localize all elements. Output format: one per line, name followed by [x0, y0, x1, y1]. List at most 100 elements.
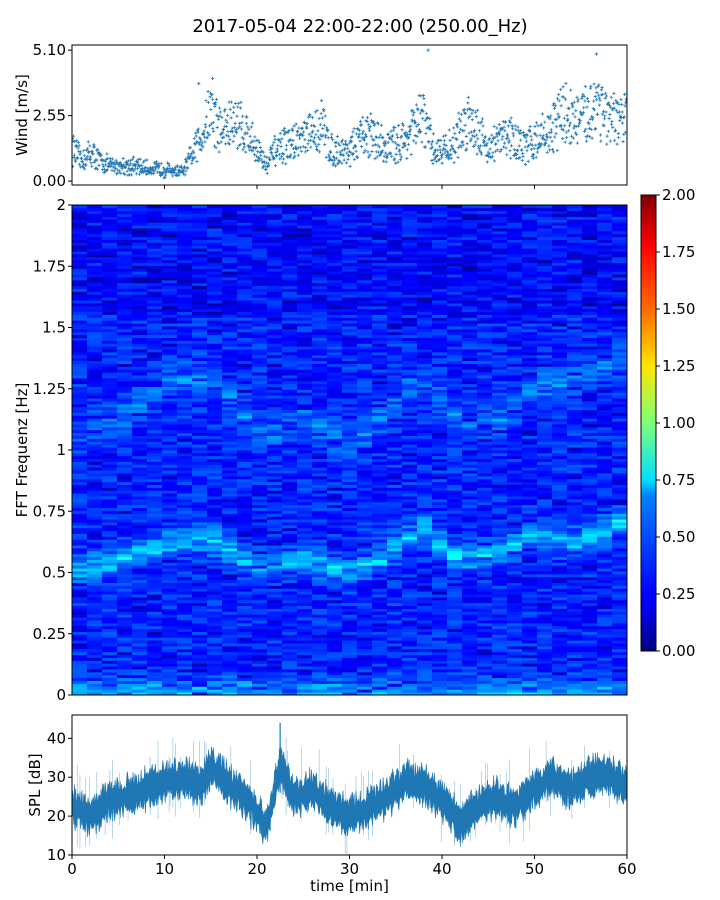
- spectrogram-cell: [132, 487, 148, 491]
- spectrogram-cell: [297, 594, 313, 598]
- wind-marker: [257, 156, 261, 160]
- spectrogram-cell: [117, 213, 133, 217]
- spectrogram-cell: [327, 392, 343, 396]
- spectrogram-cell: [117, 689, 133, 693]
- spectrogram-cell: [207, 450, 223, 454]
- spectrogram-cell: [372, 545, 388, 549]
- spectrogram-cell: [147, 282, 163, 287]
- wind-marker: [496, 139, 500, 143]
- spectrogram-cell: [252, 504, 268, 509]
- spectrogram-cell: [72, 605, 88, 609]
- spectrogram-cell: [102, 597, 118, 601]
- spectrogram-cell: [237, 490, 253, 494]
- spectrogram-cell: [342, 450, 358, 454]
- wind-marker: [196, 130, 200, 134]
- spectrogram-cell: [87, 320, 103, 324]
- spectrogram-cell: [192, 288, 208, 292]
- spectrogram-cell: [102, 300, 118, 304]
- spectrogram-cell: [237, 594, 253, 598]
- spectrogram-cell: [237, 461, 253, 465]
- wind-marker: [95, 158, 99, 162]
- spectrogram-cell: [102, 429, 118, 434]
- spectrogram-cell: [327, 576, 343, 581]
- wind-marker: [528, 142, 533, 146]
- spectrogram-cell: [342, 533, 358, 537]
- spectrogram-cell: [207, 539, 223, 543]
- spectrogram-cell: [102, 418, 118, 422]
- spectrogram-cell: [252, 455, 268, 460]
- wind-marker: [603, 114, 607, 118]
- spectrogram-cell: [162, 542, 178, 546]
- spectrogram-cell: [132, 464, 148, 468]
- spectrogram-cell: [327, 412, 343, 416]
- spectrogram-cell: [117, 282, 133, 287]
- spectrogram-cell: [87, 608, 103, 612]
- spectrogram-cell: [222, 389, 238, 393]
- spectrogram-cell: [327, 591, 343, 595]
- spectrogram-cell: [297, 242, 313, 246]
- spectrogram-cell: [282, 225, 298, 229]
- spectrogram-cell: [177, 317, 193, 321]
- wind-marker: [530, 143, 535, 147]
- wind-marker: [503, 129, 507, 133]
- spectrogram-cell: [207, 651, 223, 656]
- spectrogram-cell: [132, 305, 148, 310]
- wind-marker: [609, 105, 613, 109]
- spectrogram-cell: [372, 481, 388, 485]
- wind-marker: [137, 172, 142, 176]
- wind-marker: [350, 140, 354, 144]
- spectrogram-cell: [357, 447, 373, 451]
- spectrogram-cell: [357, 527, 373, 532]
- spectrogram-cell: [282, 441, 298, 445]
- spectrogram-cell: [312, 617, 328, 621]
- spectrogram-cell: [132, 245, 148, 249]
- spectrogram-cell: [117, 576, 133, 581]
- wind-marker: [372, 138, 376, 142]
- spectrogram-cell: [342, 478, 358, 483]
- wind-marker: [498, 150, 502, 154]
- spectrogram-cell: [297, 216, 313, 220]
- spectrogram-cell: [207, 478, 223, 483]
- spectrogram-cell: [162, 493, 178, 497]
- wind-marker: [465, 142, 469, 146]
- wind-marker: [388, 135, 392, 140]
- wind-marker: [551, 121, 555, 125]
- wind-marker: [362, 138, 366, 142]
- spectrogram-cell: [342, 401, 358, 405]
- spectrogram-cell: [342, 674, 358, 679]
- spectrogram-cell: [327, 536, 343, 540]
- spectrogram-cell: [87, 622, 103, 627]
- spectrogram-cell: [147, 230, 163, 235]
- spectrogram-cell: [102, 239, 118, 243]
- wind-marker: [383, 151, 388, 155]
- wind-marker: [582, 94, 586, 98]
- spectrogram-cell: [192, 354, 208, 359]
- spectrogram-cell: [267, 363, 283, 367]
- spectrogram-cell: [342, 303, 358, 307]
- spectrogram-cell: [222, 608, 238, 612]
- wind-marker: [386, 140, 390, 144]
- spectrogram-cell: [132, 268, 148, 272]
- spectrogram-cell: [132, 254, 148, 258]
- wind-marker: [587, 126, 591, 130]
- spectrogram-cell: [162, 576, 178, 581]
- wind-marker: [459, 112, 464, 117]
- spectrogram-cell: [177, 222, 193, 226]
- spectrogram-cell: [207, 372, 223, 376]
- spectrogram-cell: [162, 622, 178, 627]
- wind-marker: [220, 115, 224, 120]
- spectrogram-cell: [102, 337, 118, 341]
- spectrogram-cell: [252, 458, 268, 462]
- spectrogram-cell: [237, 323, 253, 327]
- spectrogram-cell: [252, 614, 268, 618]
- wind-marker: [581, 92, 585, 96]
- spectrogram-cell: [207, 403, 223, 408]
- spectrogram-cell: [327, 303, 343, 307]
- spectrogram-cell: [312, 328, 328, 333]
- spectrogram-cell: [132, 608, 148, 612]
- spectrogram-cell: [252, 478, 268, 483]
- wind-marker: [489, 155, 493, 159]
- wind-marker: [309, 145, 313, 149]
- spectrogram-cell: [102, 522, 118, 526]
- wind-marker: [167, 164, 171, 168]
